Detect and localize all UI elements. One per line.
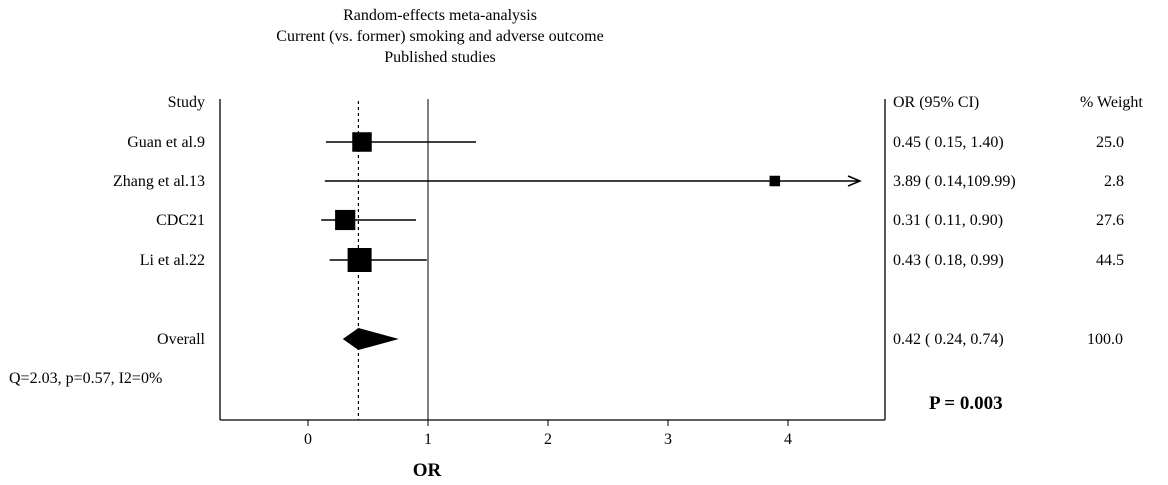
weight-value: 25.0 [1096, 134, 1124, 151]
p-value: P = 0.003 [929, 393, 1003, 414]
x-tick-label: 1 [424, 431, 432, 448]
chart-title-line-2: Current (vs. former) smoking and adverse… [276, 28, 604, 45]
point-estimate-square [769, 175, 781, 187]
overall-weight-value: 100.0 [1087, 331, 1123, 348]
study-column-header: Study [167, 94, 205, 111]
or-ci-value: 3.89 ( 0.14,109.99) [893, 173, 1016, 190]
weight-column-header: % Weight [1080, 94, 1143, 111]
overall-label: Overall [157, 331, 205, 348]
ci-truncation-arrow [847, 175, 862, 187]
weight-value: 44.5 [1096, 252, 1124, 269]
study-label: Li et al.22 [139, 252, 205, 269]
study-label: Guan et al.9 [127, 134, 205, 151]
or-ci-value: 0.45 ( 0.15, 1.40) [893, 134, 1004, 151]
chart-title-line-3: Published studies [384, 49, 496, 66]
x-axis-label: OR [412, 460, 442, 481]
weight-value: 2.8 [1104, 173, 1124, 190]
or-ci-column-header: OR (95% CI) [893, 94, 980, 111]
point-estimate-square [335, 209, 356, 231]
or-ci-value: 0.43 ( 0.18, 0.99) [893, 252, 1004, 269]
overall-diamond [342, 328, 399, 350]
chart-title-line-1: Random-effects meta-analysis [343, 7, 537, 24]
overall-or-ci-value: 0.42 ( 0.24, 0.74) [893, 331, 1004, 348]
heterogeneity-stats: Q=2.03, p=0.57, I2=0% [9, 370, 163, 387]
x-tick-label: 4 [784, 431, 792, 448]
study-label: CDC21 [156, 212, 205, 229]
point-estimate-square [347, 247, 372, 273]
or-ci-value: 0.31 ( 0.11, 0.90) [893, 212, 1004, 229]
weight-value: 27.6 [1096, 212, 1124, 229]
x-tick-label: 2 [544, 431, 552, 448]
study-label: Zhang et al.13 [113, 173, 205, 190]
x-tick-label: 3 [664, 431, 672, 448]
x-tick-label: 0 [304, 431, 312, 448]
point-estimate-square [352, 132, 372, 152]
